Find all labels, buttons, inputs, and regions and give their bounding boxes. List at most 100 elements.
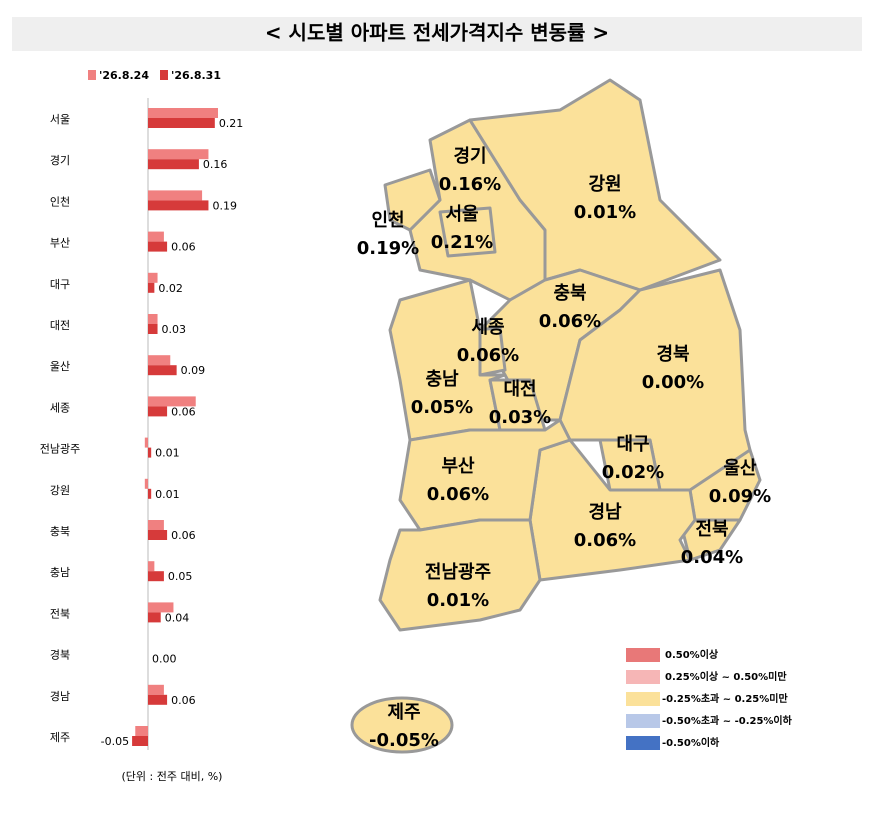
legend-swatch bbox=[626, 736, 660, 750]
legend-swatch bbox=[626, 670, 660, 684]
bar bbox=[148, 118, 215, 128]
region-value: 0.19% bbox=[357, 238, 419, 259]
region-name: 대구 bbox=[616, 434, 649, 455]
region-name: 서울 bbox=[445, 204, 478, 225]
y-tick-label: 인천 bbox=[50, 194, 70, 208]
bar bbox=[148, 190, 203, 201]
bar bbox=[132, 736, 148, 746]
region bbox=[438, 206, 497, 258]
y-tick-label: 전남광주 bbox=[40, 443, 80, 456]
data-label: 0.16 bbox=[203, 158, 228, 171]
data-label: 0.09 bbox=[181, 364, 206, 377]
region-value: 0.06% bbox=[539, 311, 601, 332]
bar bbox=[148, 571, 164, 582]
region-value: 0.06% bbox=[427, 484, 489, 505]
bar bbox=[148, 612, 161, 623]
region-name: 제주 bbox=[387, 702, 420, 723]
y-tick-label: 대구 bbox=[50, 278, 70, 291]
bar bbox=[148, 684, 164, 695]
region-name: 세종 bbox=[471, 317, 504, 338]
data-label: 0.21 bbox=[219, 117, 244, 130]
legend-label: '26.8.24 bbox=[99, 69, 149, 82]
region bbox=[378, 518, 542, 632]
bar bbox=[148, 200, 209, 211]
legend-label: -0.50%이하 bbox=[662, 736, 720, 749]
bar bbox=[148, 159, 199, 170]
y-tick-label: 경남 bbox=[50, 690, 70, 703]
legend-label: 0.50%이상 bbox=[665, 648, 719, 661]
bar bbox=[148, 355, 171, 366]
legend-swatch bbox=[88, 70, 96, 80]
data-label: 0.06 bbox=[171, 694, 196, 707]
bar bbox=[148, 488, 152, 499]
legend-swatch bbox=[160, 70, 168, 80]
region-name: 전북 bbox=[695, 519, 728, 540]
legend-label: -0.50%초과 ~ -0.25%이하 bbox=[662, 714, 793, 727]
chart-title: < 시도별 아파트 전세가격지수 변동률 > bbox=[265, 21, 609, 45]
bar bbox=[148, 447, 152, 458]
data-label: 0.06 bbox=[171, 529, 196, 542]
region-name: 충북 bbox=[553, 283, 586, 304]
bar bbox=[148, 396, 196, 407]
y-tick-label: 대전 bbox=[50, 319, 70, 332]
data-label: 0.06 bbox=[171, 405, 196, 418]
bar bbox=[148, 694, 168, 705]
data-label: 0.04 bbox=[165, 611, 190, 624]
legend-label: 0.25%이상 ~ 0.50%미만 bbox=[665, 670, 787, 683]
data-label: 0.19 bbox=[212, 199, 237, 212]
y-tick-label: 서울 bbox=[50, 113, 70, 126]
region-name: 경북 bbox=[656, 344, 689, 365]
bar bbox=[148, 324, 158, 334]
data-label: 0.01 bbox=[155, 488, 180, 501]
y-tick-label: 충남 bbox=[50, 566, 70, 579]
region-value: 0.06% bbox=[457, 345, 519, 366]
y-tick-label: 경북 bbox=[50, 649, 70, 662]
title-box bbox=[12, 17, 862, 51]
region-name: 강원 bbox=[588, 174, 621, 195]
bar bbox=[148, 406, 168, 417]
region-value: 0.05% bbox=[411, 397, 473, 418]
unit-note: (단위 : 전주 대비, %) bbox=[122, 770, 223, 783]
region-value: 0.06% bbox=[574, 530, 636, 551]
region-name: 울산 bbox=[723, 458, 757, 479]
bar bbox=[148, 231, 164, 242]
bar bbox=[148, 108, 218, 118]
region-value: 0.01% bbox=[574, 202, 636, 223]
legend-swatch bbox=[626, 648, 660, 662]
data-label: 0.01 bbox=[155, 447, 180, 460]
region-value: 0.21% bbox=[431, 232, 493, 253]
y-tick-label: 울산 bbox=[50, 360, 70, 373]
legend-label: -0.25%초과 ~ 0.25%미만 bbox=[662, 692, 788, 705]
region-value: 0.16% bbox=[439, 174, 501, 195]
region-value: 0.02% bbox=[602, 462, 664, 483]
region-value: 0.09% bbox=[709, 486, 771, 507]
y-tick-label: 전북 bbox=[50, 607, 70, 620]
data-label: -0.05 bbox=[101, 735, 129, 748]
bar bbox=[148, 241, 168, 252]
data-label: 0.05 bbox=[168, 570, 193, 583]
region bbox=[468, 78, 722, 292]
region-value: 0.04% bbox=[681, 547, 743, 568]
region-name: 충남 bbox=[425, 369, 459, 390]
data-label: 0.06 bbox=[171, 241, 196, 254]
region bbox=[398, 418, 572, 532]
bar bbox=[148, 314, 158, 324]
bar bbox=[148, 530, 168, 540]
region-name: 전남광주 bbox=[425, 562, 491, 583]
y-tick-label: 충북 bbox=[50, 525, 70, 538]
bar bbox=[148, 602, 174, 613]
legend-swatch bbox=[626, 714, 660, 728]
bar bbox=[148, 561, 155, 572]
region-value: 0.01% bbox=[427, 590, 489, 611]
y-tick-label: 부산 bbox=[50, 237, 70, 250]
region bbox=[350, 696, 454, 754]
bar bbox=[148, 282, 155, 293]
bar bbox=[144, 437, 148, 448]
y-tick-label: 강원 bbox=[50, 484, 70, 497]
region bbox=[383, 168, 442, 232]
legend-swatch bbox=[626, 692, 660, 706]
region-value: 0.00% bbox=[642, 372, 704, 393]
bar bbox=[135, 726, 148, 736]
